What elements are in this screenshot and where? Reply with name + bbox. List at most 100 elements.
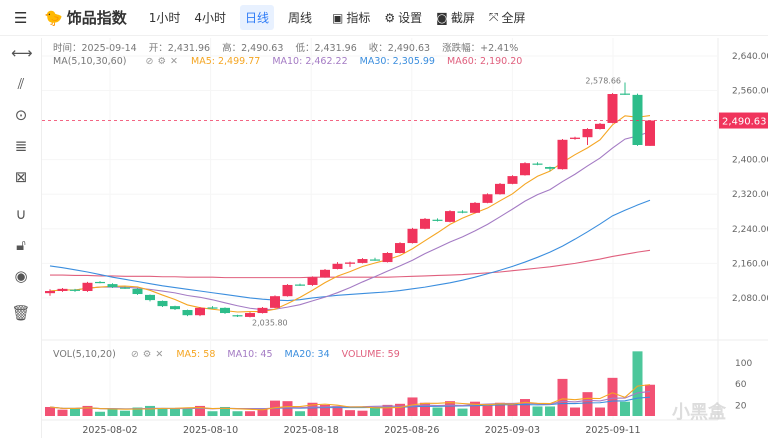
trash-icon[interactable]: 🗑︎ — [11, 304, 31, 322]
candle-body — [345, 262, 355, 264]
close-icon[interactable]: ✕ — [155, 349, 164, 360]
candle-body — [95, 281, 105, 284]
ma30-value: MA30: 2,305.99 — [359, 56, 435, 67]
page-title: 🐤 饰品指数 — [44, 8, 127, 28]
vol-ma20-value: MA20: 34 — [284, 349, 330, 360]
watermark: 小黑盒 — [672, 402, 726, 423]
info-change: 涨跌幅：+2.41% — [442, 43, 519, 54]
time-tick-label: 2025-08-02 — [82, 425, 137, 436]
unlock-icon[interactable]: 🔓︎ — [16, 236, 26, 254]
volume-bar — [495, 402, 505, 416]
volume-bar — [245, 411, 255, 416]
candle-body — [582, 129, 593, 138]
candle-body — [482, 194, 493, 203]
camera-icon: ◙ — [436, 10, 448, 25]
tab-daily[interactable]: 日线 — [239, 5, 274, 30]
candle-body — [557, 139, 568, 170]
tab-4h[interactable]: 4小时 — [194, 11, 226, 25]
candle-body — [245, 313, 255, 317]
volume-ma5-line — [49, 384, 651, 411]
tab-1h[interactable]: 1小时 — [148, 11, 181, 25]
candle-body — [82, 282, 93, 292]
eye-icon[interactable]: ◉ — [14, 267, 28, 285]
candle-body — [545, 167, 555, 169]
candle-body — [370, 259, 380, 261]
candle-body — [70, 289, 80, 291]
volume-bar — [482, 404, 493, 416]
price-tick-label: 2,640.00 — [732, 52, 768, 62]
volume-value: VOLUME: 59 — [341, 349, 400, 360]
ohlc-info: 时间：2025-09-14 开：2,431.96 高：2,490.63 低：2,… — [53, 40, 527, 54]
price-tick-label: 2,560.00 — [732, 87, 768, 97]
circle-icon[interactable]: ⊙ — [14, 106, 28, 124]
max-price-label: 2,578.66 — [585, 76, 621, 85]
volume-bar — [45, 406, 55, 416]
current-price-tag — [719, 112, 768, 129]
ma30-line — [49, 199, 651, 302]
screenshot-button[interactable]: ◙ 截屏 — [436, 10, 475, 26]
volume-bar — [457, 408, 468, 416]
candle-body — [307, 277, 318, 285]
ma-name: MA(5,10,30,60) — [53, 56, 127, 67]
gear-icon[interactable]: ⚙ — [142, 349, 152, 360]
volume-bar — [595, 407, 605, 416]
volume-bar — [582, 392, 593, 416]
candle-body — [120, 287, 130, 289]
price-tick-label: 2,160.00 — [732, 259, 768, 269]
fullscreen-button[interactable]: ⤧ 全屏 — [488, 10, 526, 25]
volume-bar — [632, 351, 643, 416]
hide-icon[interactable]: ⊘ — [130, 349, 139, 360]
volume-bar — [382, 404, 393, 416]
candle-body — [432, 219, 443, 221]
parallel-channel-icon[interactable]: ≣ — [14, 137, 28, 155]
volume-bar — [170, 408, 180, 416]
gear-icon: ⚙ — [384, 10, 396, 25]
volume-bar — [120, 410, 130, 416]
volume-bar — [82, 405, 93, 416]
volume-bar — [432, 407, 443, 416]
time-tick-label: 2025-09-03 — [485, 425, 540, 436]
gear-icon[interactable]: ⚙ — [157, 56, 167, 67]
pattern-icon[interactable]: ⊠ — [14, 168, 28, 186]
candle-body — [107, 284, 118, 288]
vol-name: VOL(5,10,20) — [53, 349, 116, 360]
price-tick-label: 2,080.00 — [732, 294, 768, 304]
candle-body — [195, 307, 205, 316]
ma10-value: MA10: 2,462.22 — [272, 56, 348, 67]
volume-bar — [420, 402, 430, 416]
tab-weekly[interactable]: 周线 — [288, 11, 313, 25]
ma60-value: MA60: 2,190.20 — [447, 56, 523, 67]
magnet-icon[interactable]: ∪ — [15, 205, 27, 223]
candle-body — [495, 183, 505, 195]
volume-bar — [95, 411, 105, 416]
candle-body — [220, 307, 230, 314]
candle-body — [445, 211, 455, 222]
candle-body — [232, 315, 243, 317]
horizontal-line-icon[interactable]: ⟷ — [11, 44, 33, 62]
settings-button[interactable]: ⚙ 设置 — [384, 10, 423, 26]
menu-collapse-icon[interactable]: ☰ — [14, 8, 28, 27]
candle-body — [507, 176, 518, 184]
candle-body — [270, 296, 280, 308]
candle-body — [257, 307, 268, 314]
volume-bar — [307, 402, 318, 416]
close-icon[interactable]: ✕ — [170, 56, 178, 67]
info-close: 收：2,490.63 — [368, 43, 431, 54]
candle-body — [395, 243, 405, 253]
volume-bar — [357, 410, 368, 416]
volume-bar — [370, 407, 380, 416]
hide-icon[interactable]: ⊘ — [145, 56, 154, 67]
trend-line-icon[interactable]: ⫽ — [17, 75, 25, 93]
vol-ma10-value: MA10: 45 — [227, 349, 273, 360]
ma5-value: MA5: 2,499.77 — [191, 56, 261, 67]
volume-bar — [70, 408, 80, 416]
candle-body — [620, 93, 630, 95]
candle-body — [407, 228, 418, 244]
top-toolbar: ☰ 🐤 饰品指数 1小时 4小时 日线 周线 ▣ 指标 ⚙ 设置 ◙ 截屏 ⤧ 全屏 — [0, 0, 768, 36]
candle-body — [57, 288, 68, 292]
indicators-button[interactable]: ▣ 指标 — [332, 10, 371, 26]
volume-bar — [332, 405, 343, 416]
volume-tick-label: 100 — [735, 359, 752, 369]
candle-body — [170, 306, 180, 310]
